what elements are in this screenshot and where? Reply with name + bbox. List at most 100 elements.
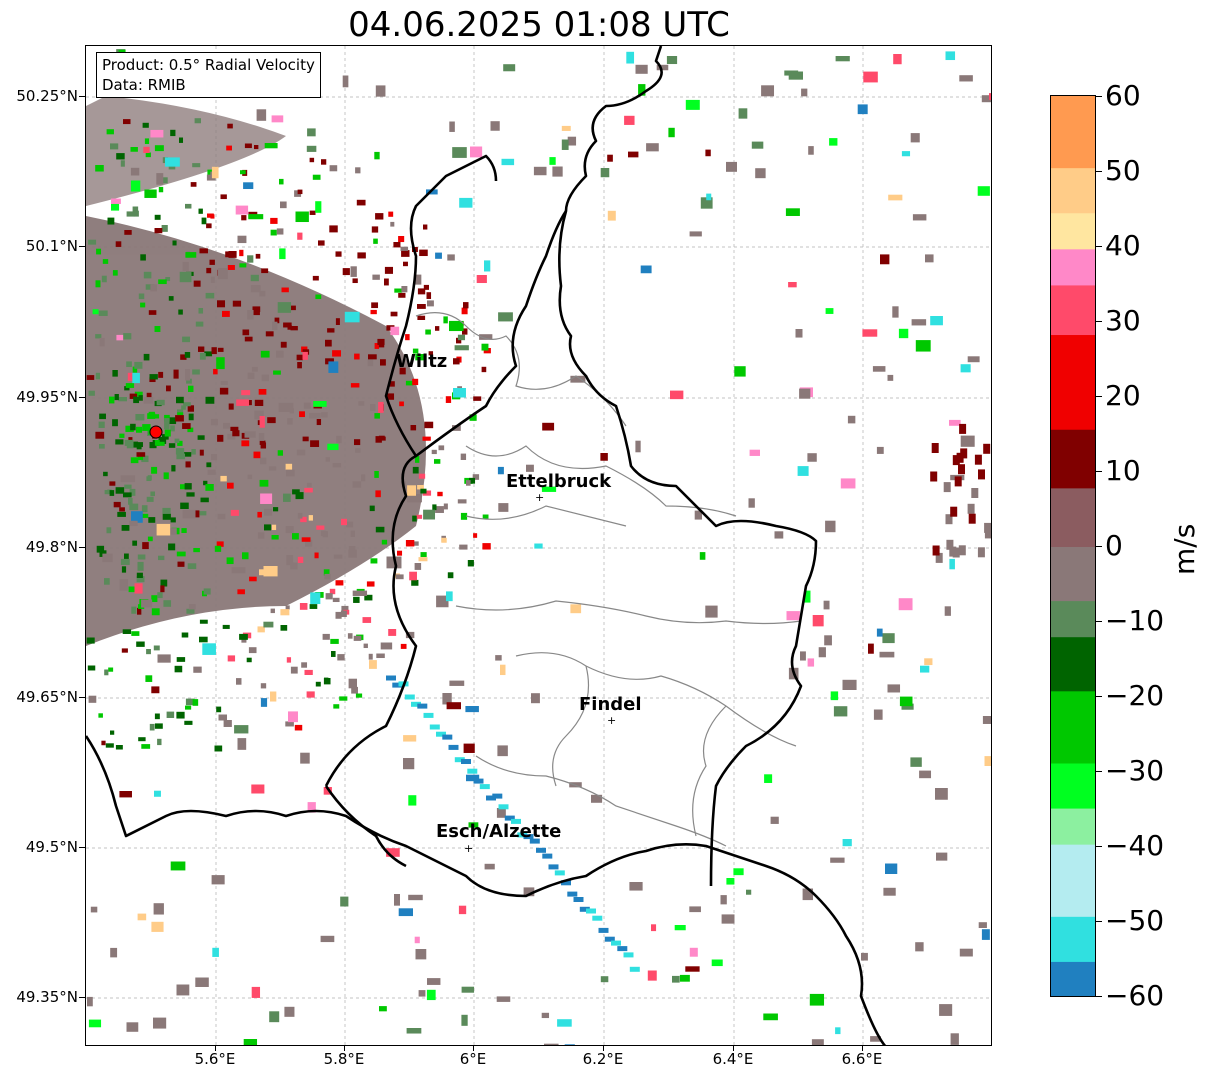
radar-echo-cell <box>472 474 480 480</box>
radar-echo-cell <box>685 99 700 110</box>
radar-echo-cell <box>384 266 394 274</box>
radar-echo-cell <box>246 657 252 663</box>
radar-echo-cell <box>959 423 967 434</box>
radar-echo-cell <box>102 553 113 563</box>
radar-echo-cell <box>337 654 345 661</box>
radar-echo-cell <box>774 531 784 539</box>
radar-echo-cell <box>901 151 911 157</box>
radar-echo-cell <box>322 633 330 640</box>
radar-echo-cell <box>249 576 257 582</box>
radar-echo-cell <box>254 145 259 150</box>
radar-echo-cell <box>120 475 136 483</box>
radar-echo-cell <box>764 774 773 783</box>
radar-echo-cell <box>285 721 294 727</box>
radar-echo-cell <box>312 174 321 180</box>
radar-echo-cell <box>217 300 226 308</box>
radar-echo-cell <box>432 504 437 511</box>
radar-echo-cell <box>374 151 380 160</box>
radar-echo-cell <box>104 490 110 495</box>
radar-echo-cell <box>141 599 153 608</box>
radar-echo-cell <box>823 600 830 610</box>
radar-echo-cell <box>260 350 270 358</box>
radar-echo-cell <box>109 396 115 404</box>
radar-echo-cell <box>954 476 962 487</box>
radar-echo-cell <box>329 225 338 233</box>
radar-echo-cell <box>784 70 799 76</box>
radar-echo-cell <box>278 402 294 412</box>
radar-echo-cell <box>370 309 377 315</box>
radar-echo-cell <box>188 604 196 610</box>
radar-echo-cell <box>436 731 446 737</box>
radar-echo-cell <box>570 375 586 383</box>
radar-echo-cell <box>887 684 901 693</box>
radar-echo-cell <box>154 214 161 220</box>
lon-tick <box>733 1046 734 1051</box>
radar-echo-cell <box>989 93 991 101</box>
radar-echo-cell <box>411 701 421 707</box>
radar-echo-cell <box>453 388 466 398</box>
radar-echo-cell <box>394 288 403 293</box>
radar-echo-cell <box>217 434 224 442</box>
radar-echo-cell <box>369 505 375 512</box>
radar-echo-cell <box>425 329 431 335</box>
radar-echo-cell <box>188 413 194 421</box>
radar-echo-cell <box>143 271 152 279</box>
radar-echo-cell <box>279 248 286 260</box>
radar-echo-cell <box>130 423 136 431</box>
radar-echo-cell <box>149 377 156 383</box>
radar-echo-cell <box>174 438 180 443</box>
radar-echo-cell <box>302 436 309 442</box>
radar-echo-cell <box>155 441 165 446</box>
radar-echo-cell <box>193 510 200 518</box>
radar-echo-cell <box>248 214 264 220</box>
radar-echo-cell <box>165 277 171 282</box>
radar-echo-cell <box>427 300 434 307</box>
radar-echo-cell <box>112 419 118 427</box>
colorbar-label: −50 <box>1105 904 1165 937</box>
radar-echo-cell <box>163 600 172 607</box>
radar-echo-cell <box>227 433 236 440</box>
radar-echo-cell <box>328 361 339 373</box>
radar-echo-cell <box>136 452 146 457</box>
radar-echo-cell <box>424 421 434 429</box>
lat-label: 49.35°N <box>16 988 78 1006</box>
radar-echo-cell <box>176 984 190 996</box>
radar-echo-cell <box>548 864 559 870</box>
radar-echo-cell <box>354 353 360 360</box>
radar-echo-cell <box>412 466 419 474</box>
radar-echo-cell <box>785 208 800 216</box>
radar-echo-cell <box>984 522 991 533</box>
radar-echo-cell <box>172 240 177 246</box>
colorbar-segment <box>1051 285 1095 337</box>
radar-echo-cell <box>182 423 191 429</box>
radar-echo-cell <box>181 528 187 533</box>
radar-echo-cell <box>435 506 444 513</box>
radar-echo-cell <box>104 669 109 676</box>
radar-echo-cell <box>526 464 534 472</box>
radar-echo-cell <box>646 143 659 152</box>
radar-echo-cell <box>168 443 176 448</box>
radar-echo-cell <box>138 293 145 300</box>
radar-echo-cell <box>158 555 165 561</box>
radar-echo-cell <box>120 160 125 167</box>
radar-echo-cell <box>466 774 480 782</box>
lon-label: 5.6°E <box>194 1050 236 1068</box>
radar-echo-cell <box>203 588 211 595</box>
radar-echo-cell <box>145 675 153 682</box>
radar-echo-cell <box>168 165 176 170</box>
radar-echo-cell <box>156 399 165 406</box>
radar-echo-cell <box>198 308 204 314</box>
radar-echo-cell <box>242 552 249 560</box>
radar-echo-cell <box>386 848 400 857</box>
radar-echo-cell <box>309 157 315 163</box>
radar-echo-cell <box>496 808 506 818</box>
radar-echo-cell <box>544 1043 559 1045</box>
radar-echo-cell <box>138 395 143 401</box>
radar-echo-cell <box>898 328 909 339</box>
radar-echo-cell <box>251 784 265 794</box>
radar-echo-cell <box>404 694 415 700</box>
radar-echo-cell <box>206 462 212 468</box>
radar-echo-cell <box>452 147 467 158</box>
radar-echo-cell <box>123 119 131 125</box>
radar-echo-cell <box>924 658 933 666</box>
